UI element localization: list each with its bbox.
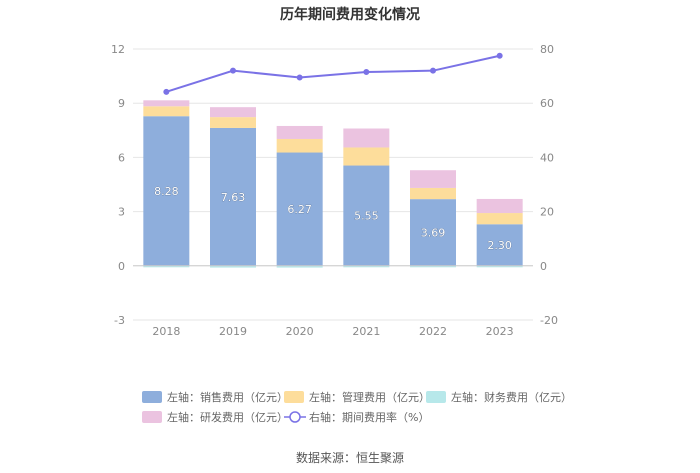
- bar-segment-2: [143, 265, 190, 268]
- right-axis-tick-label: 60: [540, 97, 554, 110]
- bar-segment-2: [276, 265, 323, 268]
- legend-circle-marker: [289, 411, 301, 423]
- bar-data-label: 6.27: [287, 203, 312, 216]
- x-axis-tick-label: 2023: [486, 325, 514, 338]
- bar-segment-1: [210, 117, 256, 128]
- data-source-note: 数据来源：恒生聚源: [295, 451, 404, 465]
- bar-data-label: 2.30: [487, 239, 512, 252]
- legend-label: 左轴：销售费用（亿元）: [167, 390, 288, 404]
- bar-data-label: 8.28: [154, 185, 179, 198]
- bar-segment-2: [343, 265, 390, 268]
- legend-label: 左轴：财务费用（亿元）: [451, 390, 572, 404]
- bar-segment-0: [143, 116, 190, 266]
- legend-swatch: [284, 391, 304, 403]
- line-series-point: [430, 67, 436, 74]
- bar-segment-0: [343, 165, 390, 266]
- bar-segment-3: [476, 198, 523, 214]
- legend-swatch: [142, 411, 162, 423]
- bar-segment-3: [210, 107, 256, 118]
- left-axis-tick-label: 3: [118, 206, 125, 219]
- x-axis-tick-label: 2018: [152, 325, 180, 338]
- bar-segment-0: [210, 127, 256, 266]
- right-axis-tick-label: 0: [540, 260, 547, 273]
- x-axis-tick-label: 2019: [219, 325, 247, 338]
- left-axis-tick-label: -3: [114, 314, 125, 327]
- bar-segment-3: [143, 100, 190, 107]
- legend-label: 右轴：期间费用率（%）: [309, 410, 429, 424]
- line-series-point: [496, 52, 503, 59]
- left-axis-tick-label: 0: [118, 260, 125, 273]
- line-series-path: [166, 54, 500, 93]
- line-series-point: [363, 69, 370, 76]
- left-axis-tick-label: 12: [111, 43, 125, 56]
- legend-swatch: [142, 391, 162, 403]
- right-axis-tick-label: -20: [540, 314, 558, 327]
- x-axis-tick-label: 2022: [419, 325, 447, 338]
- x-axis-tick-label: 2021: [352, 325, 380, 338]
- bar-data-label: 3.69: [421, 226, 446, 239]
- bar-segment-0: [476, 224, 523, 266]
- line-series-point: [230, 67, 236, 74]
- bar-segment-2: [476, 265, 523, 268]
- right-axis-tick-label: 20: [540, 206, 554, 219]
- bar-segment-3: [343, 128, 390, 148]
- right-axis-tick-label: 80: [540, 43, 554, 56]
- bar-segment-1: [476, 213, 523, 225]
- legend-label: 左轴：管理费用（亿元）: [309, 390, 430, 404]
- left-axis-tick-label: 9: [118, 97, 125, 110]
- bar-segment-3: [410, 170, 456, 188]
- bar-segment-3: [276, 125, 323, 139]
- right-axis-tick-label: 40: [540, 151, 554, 164]
- x-axis-tick-label: 2020: [286, 325, 314, 338]
- line-series-point: [163, 88, 170, 95]
- bar-segment-1: [343, 147, 390, 166]
- bar-segment-1: [410, 187, 456, 200]
- line-series-point: [296, 74, 303, 81]
- legend-label: 左轴：研发费用（亿元）: [167, 410, 288, 424]
- bar-segment-2: [410, 265, 456, 268]
- legend-swatch: [426, 391, 446, 403]
- bar-segment-1: [143, 106, 190, 117]
- bar-segment-0: [410, 199, 456, 266]
- bar-data-label: 7.63: [221, 191, 246, 204]
- chart-title: 历年期间费用变化情况: [280, 7, 420, 23]
- bar-segment-1: [276, 138, 323, 153]
- bar-segment-0: [276, 152, 323, 266]
- bar-data-label: 5.55: [354, 210, 379, 223]
- left-axis-tick-label: 6: [118, 151, 125, 164]
- bar-segment-2: [210, 265, 256, 268]
